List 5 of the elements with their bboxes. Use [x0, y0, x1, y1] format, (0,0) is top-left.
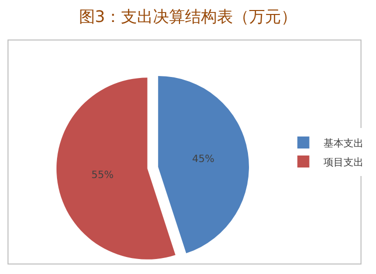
legend-label: 基本支出 — [323, 137, 364, 150]
data-label: 45% — [192, 154, 214, 166]
legend-label: 项目支出 — [323, 156, 364, 168]
chart-title: 图3：支出决算结构表（万元） — [78, 7, 298, 26]
data-label: 55% — [91, 170, 114, 182]
